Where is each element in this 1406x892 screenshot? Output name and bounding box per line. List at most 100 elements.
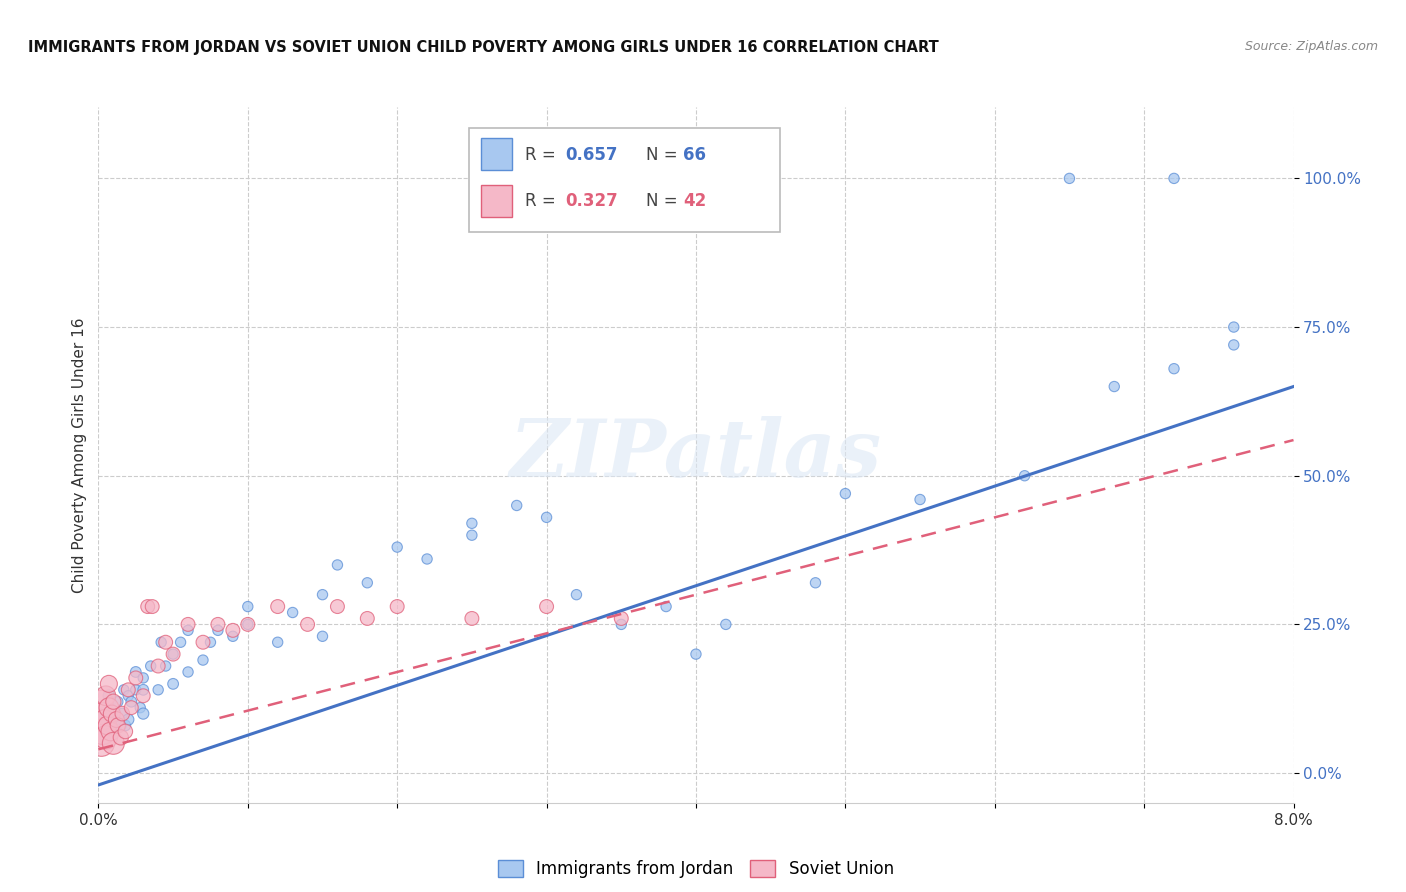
- Point: [191, 653, 214, 667]
- Point: [222, 629, 245, 643]
- Text: R =: R =: [524, 145, 561, 163]
- Point: [125, 671, 148, 685]
- Point: [536, 510, 558, 524]
- Point: [107, 718, 129, 732]
- Point: [385, 540, 409, 554]
- Point: [129, 700, 152, 714]
- Point: [326, 558, 349, 572]
- Point: [236, 599, 259, 614]
- Point: [1223, 320, 1246, 334]
- Text: 66: 66: [683, 145, 706, 163]
- Point: [169, 635, 191, 649]
- Point: [506, 499, 529, 513]
- Point: [155, 659, 177, 673]
- Point: [97, 677, 120, 691]
- Y-axis label: Child Poverty Among Girls Under 16: Child Poverty Among Girls Under 16: [72, 318, 87, 592]
- Point: [94, 689, 117, 703]
- Point: [90, 736, 112, 750]
- Point: [162, 677, 184, 691]
- Point: [461, 528, 484, 542]
- Text: N =: N =: [645, 193, 683, 211]
- Point: [416, 552, 439, 566]
- Point: [132, 689, 155, 703]
- Point: [461, 611, 484, 625]
- Point: [200, 635, 222, 649]
- Point: [110, 731, 132, 745]
- Point: [90, 695, 112, 709]
- Point: [132, 706, 155, 721]
- Point: [111, 706, 134, 721]
- Point: [120, 695, 142, 709]
- Point: [281, 606, 304, 620]
- Point: [236, 617, 259, 632]
- Point: [111, 706, 134, 721]
- Point: [610, 617, 633, 632]
- FancyBboxPatch shape: [481, 186, 512, 217]
- Point: [117, 682, 139, 697]
- Point: [117, 713, 139, 727]
- Point: [97, 689, 120, 703]
- FancyBboxPatch shape: [481, 138, 512, 169]
- Point: [97, 700, 120, 714]
- Text: 42: 42: [683, 193, 707, 211]
- Point: [96, 718, 118, 732]
- Point: [114, 724, 136, 739]
- Point: [91, 724, 114, 739]
- Point: [117, 689, 139, 703]
- Point: [93, 706, 115, 721]
- Text: R =: R =: [524, 193, 561, 211]
- Point: [141, 599, 163, 614]
- Point: [94, 731, 117, 745]
- Point: [93, 713, 115, 727]
- Point: [155, 635, 177, 649]
- Text: 0.657: 0.657: [565, 145, 617, 163]
- Point: [132, 671, 155, 685]
- Point: [536, 599, 558, 614]
- Point: [103, 706, 125, 721]
- Point: [132, 682, 155, 697]
- Point: [112, 682, 135, 697]
- Point: [356, 611, 378, 625]
- Point: [136, 599, 159, 614]
- Point: [1163, 171, 1185, 186]
- Text: N =: N =: [645, 145, 683, 163]
- Point: [297, 617, 319, 632]
- Point: [125, 665, 148, 679]
- Point: [103, 736, 125, 750]
- Point: [356, 575, 378, 590]
- Point: [1104, 379, 1126, 393]
- Point: [91, 706, 114, 721]
- Point: [89, 718, 111, 732]
- FancyBboxPatch shape: [470, 128, 779, 232]
- Point: [98, 724, 122, 739]
- Point: [191, 635, 214, 649]
- Point: [103, 724, 125, 739]
- Text: 0.327: 0.327: [565, 193, 619, 211]
- Point: [222, 624, 245, 638]
- Point: [96, 713, 118, 727]
- Point: [150, 635, 173, 649]
- Point: [125, 682, 148, 697]
- Point: [107, 695, 129, 709]
- Point: [139, 659, 162, 673]
- Point: [804, 575, 827, 590]
- Point: [1163, 361, 1185, 376]
- Point: [236, 617, 259, 632]
- Point: [114, 718, 136, 732]
- Point: [385, 599, 409, 614]
- Point: [207, 624, 229, 638]
- Legend: Immigrants from Jordan, Soviet Union: Immigrants from Jordan, Soviet Union: [492, 854, 900, 885]
- Point: [98, 695, 122, 709]
- Point: [177, 665, 200, 679]
- Point: [177, 617, 200, 632]
- Text: ZIPatlas: ZIPatlas: [510, 417, 882, 493]
- Point: [162, 647, 184, 661]
- Point: [311, 588, 333, 602]
- Point: [655, 599, 678, 614]
- Point: [101, 706, 124, 721]
- Point: [685, 647, 707, 661]
- Text: IMMIGRANTS FROM JORDAN VS SOVIET UNION CHILD POVERTY AMONG GIRLS UNDER 16 CORREL: IMMIGRANTS FROM JORDAN VS SOVIET UNION C…: [28, 40, 939, 55]
- Point: [834, 486, 856, 500]
- Point: [148, 682, 170, 697]
- Point: [267, 635, 290, 649]
